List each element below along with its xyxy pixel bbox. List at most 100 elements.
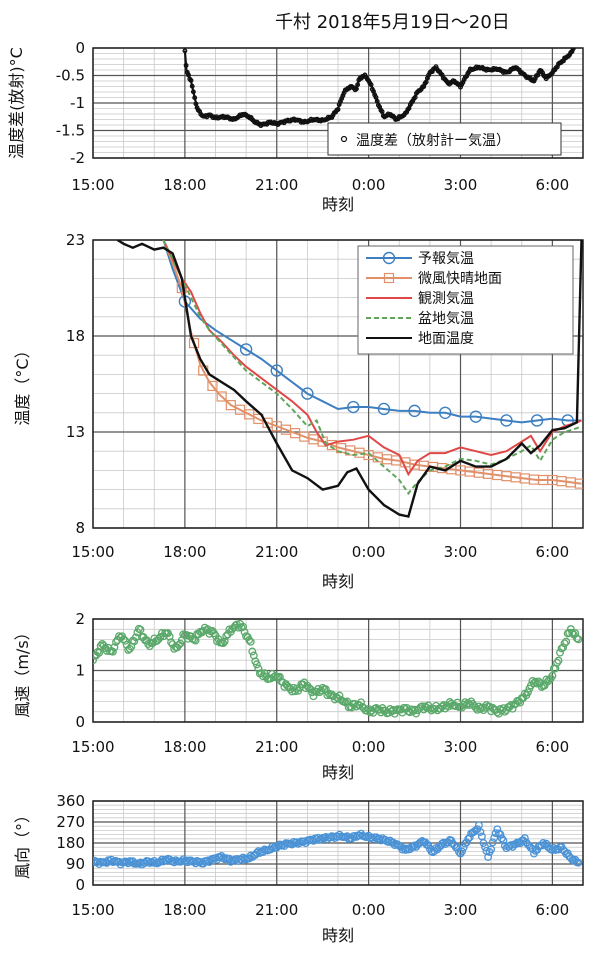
- x-tick-label: 0:00: [352, 543, 386, 561]
- x-tick-label: 6:00: [536, 901, 570, 919]
- data-point: [572, 634, 581, 643]
- data-point: [491, 829, 500, 838]
- data-point: [207, 380, 218, 392]
- x-tick-label: 3:00: [444, 738, 478, 756]
- data-point: [496, 830, 505, 839]
- x-tick-label: 0:00: [352, 901, 386, 919]
- chart-wind-speed: 2 1 0 15:00 18:00 21:00 0:00 3:00 6:00 時刻 風速（m/s）: [13, 610, 584, 782]
- data-point: [246, 851, 255, 860]
- data-point: [425, 704, 434, 713]
- data-point: [458, 847, 466, 856]
- data-point: [202, 857, 211, 866]
- y-axis-title: 温度差(放射)°C: [7, 47, 26, 159]
- plot-frame: [92, 47, 584, 159]
- data-point: [455, 847, 463, 856]
- x-axis-title: 時刻: [322, 763, 354, 782]
- chart-temp-diff: 0 -0.5 -1 -1.5 -2 15:00 18:00 21:00 0:00 3:00 6:00…: [7, 39, 584, 214]
- x-axis-title: 時刻: [322, 926, 354, 945]
- data-point: [474, 821, 483, 830]
- data-point: [239, 343, 253, 356]
- y-tick-label: 13: [66, 423, 85, 441]
- data-point: [548, 671, 557, 680]
- plot-frame: [92, 618, 584, 723]
- data-point: [167, 638, 176, 647]
- x-tick-label: 15:00: [71, 738, 114, 756]
- data-point: [500, 414, 513, 427]
- data-point: [554, 656, 563, 665]
- plot-frame: [92, 239, 584, 529]
- series-temperature-0: [162, 240, 582, 427]
- y-tick-label: 23: [66, 231, 85, 249]
- x-tick-label: 6:00: [536, 176, 570, 194]
- x-tick-label: 6:00: [536, 543, 570, 561]
- data-point: [130, 637, 139, 646]
- data-point: [507, 701, 515, 709]
- data-point: [234, 623, 243, 632]
- legend-label: 温度差（放射計ー気温）: [356, 133, 510, 149]
- x-tick-label: 15:00: [71, 176, 114, 194]
- legend: 温度差（放射計ー気温）: [327, 122, 562, 156]
- data-point: [499, 836, 508, 845]
- x-tick-label: 15:00: [71, 901, 114, 919]
- series-line: [116, 240, 583, 518]
- data-point: [484, 853, 493, 861]
- page-title: 千村 2018年5月19日～20日: [275, 12, 510, 33]
- x-tick-label: 21:00: [255, 901, 298, 919]
- data-point: [438, 406, 452, 419]
- data-point: [571, 629, 580, 638]
- legend-label: 盆地気温: [418, 311, 474, 327]
- x-tick-label: 21:00: [255, 738, 298, 756]
- y-tick-label: -2: [70, 149, 85, 167]
- y-tick-label: -0.5: [56, 67, 85, 85]
- data-point: [108, 647, 117, 656]
- data-point: [574, 858, 583, 867]
- data-point: [245, 636, 254, 644]
- y-tick-label: 180: [56, 834, 85, 852]
- legend-box: [327, 122, 562, 156]
- data-point: [188, 337, 200, 349]
- data-point: [252, 660, 261, 669]
- y-axis-title: 温度（°C）: [13, 342, 32, 425]
- data-point: [222, 632, 231, 640]
- data-point: [96, 641, 105, 650]
- x-tick-label: 15:00: [71, 543, 114, 561]
- data-point: [542, 675, 551, 684]
- x-tick-label: 0:00: [352, 738, 386, 756]
- data-point: [248, 647, 257, 656]
- data-point: [497, 834, 506, 843]
- data-point: [523, 688, 532, 697]
- legend-marker: [382, 251, 396, 265]
- x-tick-label: 3:00: [444, 543, 478, 561]
- y-tick-label: 1: [75, 662, 85, 680]
- data-point: [270, 364, 283, 377]
- plot-area: [93, 821, 583, 869]
- data-point: [562, 637, 571, 646]
- data-point: [220, 637, 229, 646]
- plot-area: [182, 48, 576, 129]
- y-tick-label: 90: [66, 855, 85, 873]
- data-point: [377, 402, 391, 416]
- data-point: [401, 845, 410, 854]
- data-point: [301, 387, 314, 400]
- data-point: [574, 635, 583, 644]
- legend-label: 地面温度: [418, 331, 474, 347]
- data-point: [408, 404, 421, 418]
- x-axis-title: 時刻: [322, 195, 354, 214]
- chart-wind-direction: 360 270 180 90 0 15:00 18:00 21:00 0:00 3:00 6:00 時…: [13, 792, 584, 945]
- x-tick-label: 3:00: [444, 901, 478, 919]
- legend-box: [357, 245, 574, 355]
- y-tick-label: -1: [70, 94, 85, 112]
- series-wind-speed: [93, 619, 583, 718]
- y-tick-label: 0: [75, 39, 85, 57]
- series-temperature-3: [162, 240, 582, 496]
- y-tick-label: 18: [66, 327, 85, 345]
- x-tick-label: 18:00: [163, 901, 206, 919]
- data-point: [560, 639, 569, 648]
- data-point: [416, 838, 425, 846]
- data-point: [216, 391, 227, 402]
- series-temperature-4: [116, 240, 583, 518]
- data-point: [357, 698, 365, 707]
- data-point: [531, 677, 540, 686]
- data-point: [110, 643, 119, 652]
